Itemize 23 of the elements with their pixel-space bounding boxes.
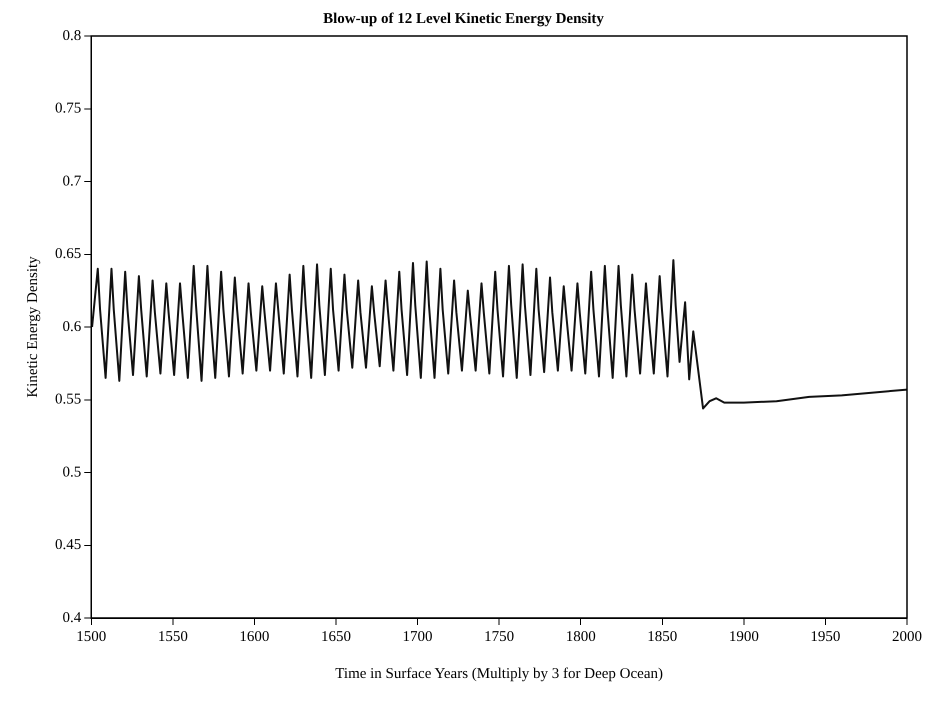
- x-axis-title: Time in Surface Years (Multiply by 3 for Deep Ocean): [335, 666, 663, 682]
- y-tick-label: 0.65: [55, 246, 82, 262]
- x-tick-label: 1600: [239, 628, 270, 645]
- x-tick-label: 1500: [76, 628, 106, 645]
- y-tick-label: 0.6: [62, 318, 82, 335]
- x-tick-label: 1800: [566, 628, 596, 645]
- y-tick-label: 0.75: [55, 100, 82, 117]
- x-tick-label: 1850: [647, 628, 678, 645]
- y-tick-label: 0.8: [62, 28, 82, 44]
- x-tick-label: 1650: [320, 628, 351, 645]
- y-tick-label: 0.45: [55, 537, 82, 554]
- x-tick-label: 1700: [402, 628, 433, 645]
- y-tick-label: 0.7: [62, 173, 82, 190]
- x-tick-label: 1550: [158, 628, 188, 645]
- y-tick-label: 0.5: [62, 464, 82, 480]
- y-axis-title: Kinetic Energy Density: [24, 256, 41, 398]
- x-tick-label: 1950: [810, 628, 840, 645]
- y-tick-label: 0.4: [62, 610, 82, 626]
- y-tick-label: 0.55: [55, 392, 82, 408]
- chart-title: Blow-up of 12 Level Kinetic Energy Density: [323, 10, 604, 27]
- x-tick-label: 1750: [484, 628, 514, 645]
- x-tick-label: 2000: [892, 628, 922, 645]
- x-tick-label: 1900: [728, 628, 759, 645]
